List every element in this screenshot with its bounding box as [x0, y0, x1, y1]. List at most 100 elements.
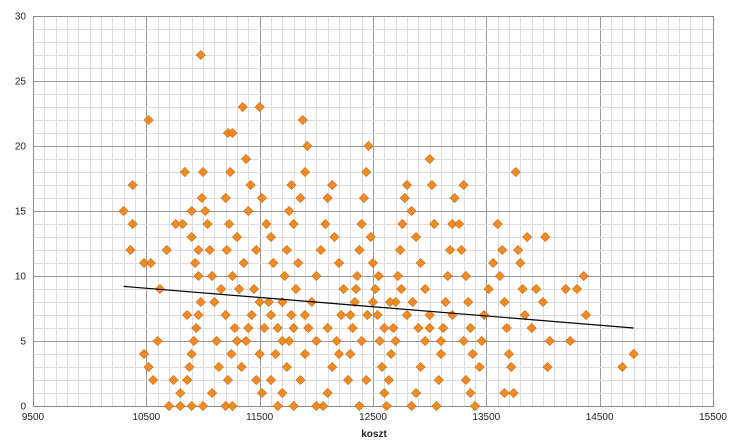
data-point [544, 335, 555, 347]
data-point [384, 296, 396, 308]
data-point [188, 335, 199, 347]
data-point [399, 192, 410, 204]
data-point [420, 335, 431, 347]
data-point [438, 322, 449, 334]
data-point [204, 244, 215, 256]
data-point [460, 270, 471, 282]
data-point [388, 322, 399, 334]
tick-labels: 9500 10500 11500 12500 13500 14500 15500 0 5 10 15… [15, 12, 727, 424]
x-tick-label: 11500 [246, 412, 274, 423]
data-point [345, 309, 356, 321]
data-point [508, 387, 519, 399]
data-point [207, 270, 218, 282]
data-point [356, 218, 367, 230]
data-point [254, 296, 265, 308]
data-point [349, 296, 360, 308]
data-point [406, 205, 417, 217]
data-point [270, 348, 281, 360]
data-point [170, 218, 181, 230]
data-point [327, 179, 338, 191]
data-point [338, 283, 349, 295]
data-point [243, 322, 254, 334]
data-point [367, 257, 379, 269]
y-tick-label: 10 [15, 272, 27, 283]
data-point [513, 244, 524, 256]
data-point [343, 374, 354, 386]
data-point [406, 400, 417, 412]
data-point [372, 309, 383, 321]
data-point [295, 192, 306, 204]
data-point [435, 348, 447, 360]
data-point [197, 166, 209, 178]
data-point [254, 101, 265, 113]
data-point [143, 361, 154, 373]
data-point [411, 387, 422, 399]
data-point [354, 244, 365, 256]
data-point [365, 231, 376, 243]
data-point [231, 335, 243, 347]
data-point [227, 270, 238, 282]
data-point [483, 283, 494, 295]
data-point [407, 296, 418, 308]
data-point [447, 309, 458, 321]
data-point [465, 322, 476, 334]
data-point [379, 387, 390, 399]
data-point [184, 361, 195, 373]
data-point [229, 322, 240, 334]
data-point [272, 400, 283, 412]
data-point [426, 179, 437, 191]
data-point [191, 322, 202, 334]
data-point [497, 244, 508, 256]
data-point [449, 192, 460, 204]
data-point [288, 218, 299, 230]
data-point [148, 374, 159, 386]
data-point [303, 322, 314, 334]
data-point [295, 374, 306, 386]
data-point [336, 309, 347, 321]
data-point [315, 244, 326, 256]
data-point [381, 400, 392, 412]
data-point [467, 348, 478, 360]
data-point [415, 361, 426, 373]
data-point [354, 400, 365, 412]
data-point [186, 348, 197, 360]
data-point [197, 400, 209, 412]
data-point [463, 296, 474, 308]
x-tick-label: 9500 [22, 412, 45, 423]
data-point [293, 257, 304, 269]
data-point [297, 114, 308, 126]
data-point [177, 218, 188, 230]
data-point [542, 361, 553, 373]
data-point [286, 179, 297, 191]
plot-frame [33, 16, 714, 407]
data-point [277, 387, 288, 399]
data-point [454, 218, 465, 230]
data-point [333, 257, 345, 269]
data-point [213, 361, 224, 373]
data-point [256, 387, 267, 399]
x-tick-label: 12500 [359, 412, 387, 423]
data-point [476, 335, 487, 347]
data-point [243, 205, 254, 217]
data-point [424, 309, 435, 321]
data-point [290, 283, 301, 295]
data-point [465, 387, 476, 399]
data-point [401, 179, 413, 191]
x-tick-label: 10500 [132, 412, 160, 423]
data-point [415, 257, 426, 269]
data-point [320, 218, 331, 230]
data-point [479, 309, 490, 321]
data-point [182, 309, 193, 321]
data-point [284, 335, 295, 347]
data-point [220, 400, 231, 412]
data-point [221, 244, 232, 256]
data-point [200, 205, 211, 217]
data-point [152, 335, 163, 347]
x-tick-label: 14500 [586, 412, 614, 423]
data-point [299, 348, 311, 360]
data-point [537, 296, 549, 308]
data-point [182, 374, 193, 386]
data-point [222, 374, 233, 386]
data-point [311, 270, 322, 282]
data-point [362, 309, 373, 321]
